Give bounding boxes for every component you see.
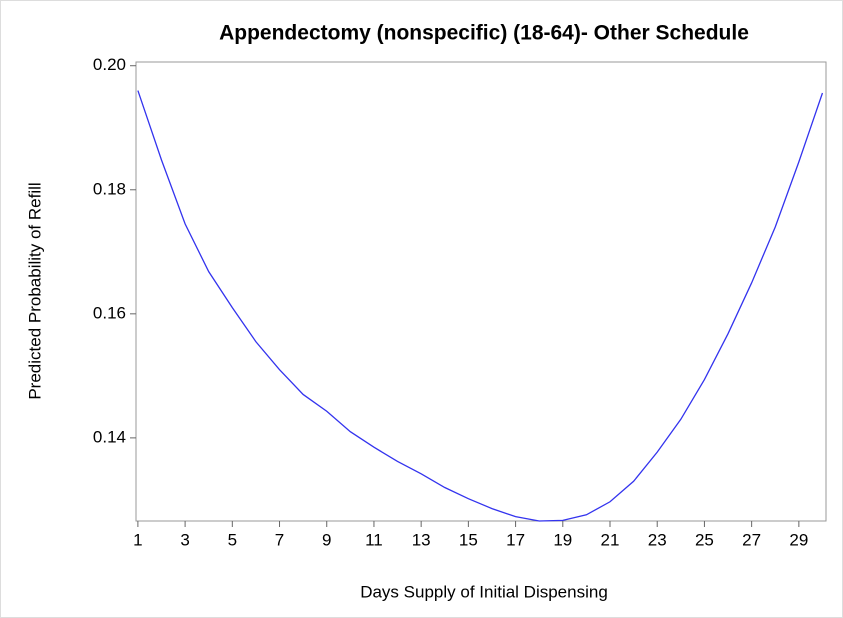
x-tick-label: 5 (228, 530, 237, 549)
x-tick-label: 27 (742, 530, 761, 549)
y-tick-label: 0.18 (93, 179, 126, 198)
line (137, 90, 824, 522)
x-tick-label: 1 (133, 530, 142, 549)
x-tick-label: 7 (275, 530, 284, 549)
x-tick-label: 3 (180, 530, 189, 549)
x-tick-label: 9 (322, 530, 331, 549)
x-tick-label: 11 (365, 530, 383, 549)
plot-frame (135, 61, 827, 522)
chart-title: Appendectomy (nonspecific) (18-64)- Othe… (219, 22, 749, 45)
x-tick-label: 15 (459, 530, 478, 549)
x-tick-label: 19 (553, 530, 572, 549)
x-tick-label: 17 (506, 530, 525, 549)
y-tick-label: 0.16 (93, 303, 126, 322)
x-tick-label: 13 (412, 530, 431, 549)
x-tick-label: 25 (695, 530, 714, 549)
x-tick-label: 29 (789, 530, 808, 549)
y-tick-label: 0.14 (93, 427, 126, 446)
y-tick-label: 0.20 (93, 55, 126, 74)
x-axis-label: Days Supply of Initial Dispensing (360, 582, 608, 601)
x-tick-label: 23 (648, 530, 667, 549)
y-axis-label: Predicted Probability of Refill (25, 182, 44, 399)
x-tick-label: 21 (601, 530, 620, 549)
